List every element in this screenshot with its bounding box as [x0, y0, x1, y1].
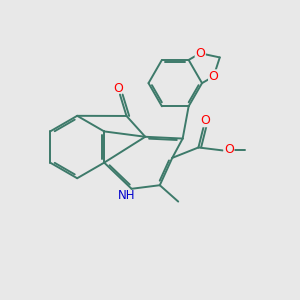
Text: O: O	[200, 114, 210, 127]
Text: O: O	[195, 47, 205, 60]
Text: O: O	[224, 143, 234, 156]
Text: O: O	[209, 70, 218, 83]
Text: O: O	[113, 82, 123, 95]
Text: NH: NH	[118, 189, 135, 202]
